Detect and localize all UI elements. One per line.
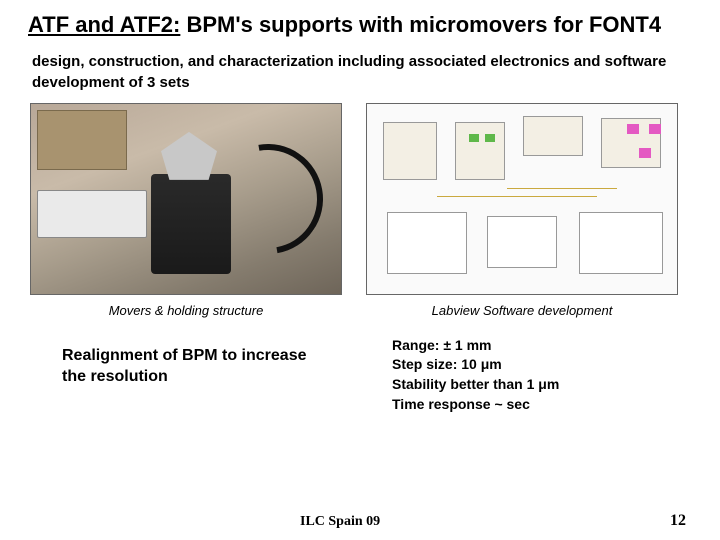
footer-label: ILC Spain 09 (300, 514, 380, 530)
labview-node-icon (649, 124, 661, 134)
slide-title: ATF and ATF2: BPM's supports with microm… (28, 12, 692, 38)
labview-diagram (366, 103, 678, 295)
slide: ATF and ATF2: BPM's supports with microm… (0, 0, 720, 540)
labview-wire (507, 188, 617, 189)
labview-wire (437, 196, 597, 197)
slide-subtitle: design, construction, and characterizati… (28, 52, 692, 93)
figure-left: Movers & holding structure (30, 103, 342, 318)
page-number: 12 (670, 512, 686, 530)
photo-instrument (37, 190, 147, 238)
labview-block (383, 122, 437, 180)
spec-time: Time response ~ sec (392, 395, 559, 415)
labview-block (455, 122, 505, 180)
spec-step: Step size: 10 μm (392, 355, 559, 375)
title-lead: ATF and ATF2: (28, 12, 180, 37)
figure-right-caption: Labview Software development (366, 303, 678, 318)
title-rest: BPM's supports with micromovers for FONT… (180, 12, 661, 37)
spec-range: Range: ± 1 mm (392, 336, 559, 356)
labview-node-icon (469, 134, 479, 142)
lower-row: Realignment of BPM to increase the resol… (28, 336, 692, 414)
movers-photo (30, 103, 342, 295)
photo-cardboard (37, 110, 127, 170)
slide-footer: ILC Spain 09 12 (0, 512, 720, 530)
labview-node-icon (627, 124, 639, 134)
figure-left-caption: Movers & holding structure (30, 303, 342, 318)
labview-block (387, 212, 467, 274)
labview-node-icon (639, 148, 651, 158)
labview-block (523, 116, 583, 156)
labview-block (487, 216, 557, 268)
spec-stability: Stability better than 1 μm (392, 375, 559, 395)
figure-right: Labview Software development (366, 103, 678, 318)
specs-list: Range: ± 1 mm Step size: 10 μm Stability… (392, 336, 559, 414)
figures-row: Movers & holding structure Labview Softw… (28, 103, 692, 318)
photo-cable (191, 122, 342, 275)
realignment-text: Realignment of BPM to increase the resol… (62, 346, 322, 414)
labview-node-icon (485, 134, 495, 142)
labview-block (579, 212, 663, 274)
